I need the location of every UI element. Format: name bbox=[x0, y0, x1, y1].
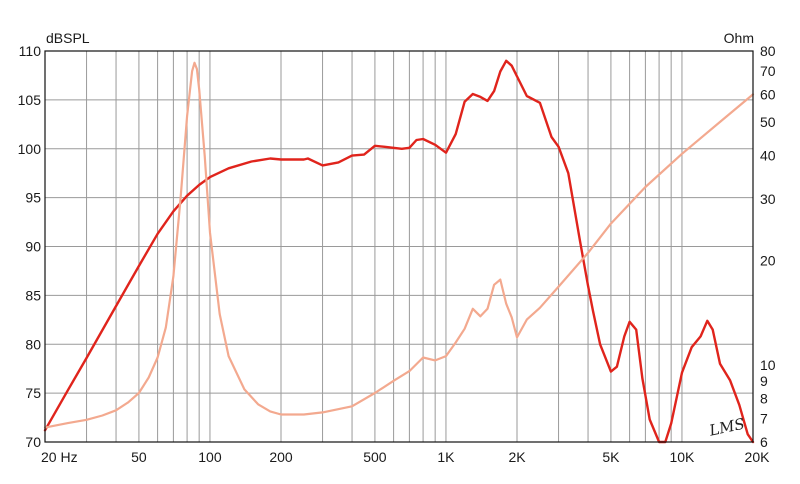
spl-curve bbox=[43, 59, 755, 444]
right-axis-unit: Ohm bbox=[724, 30, 754, 46]
axis-labels: 20 Hz 50 100 200 500 1K 2K 5K 10K 20K 110 105 100 95 9… bbox=[18, 43, 776, 465]
y2-tick-label: 6 bbox=[760, 434, 768, 450]
y-tick-label: 90 bbox=[25, 239, 41, 255]
x-tick-label: 200 bbox=[269, 449, 293, 465]
x-tick-label: 20 Hz bbox=[41, 449, 78, 465]
x-tick-label: 5K bbox=[602, 449, 620, 465]
lms-watermark: LMS bbox=[707, 415, 747, 440]
y2-tick-label: 70 bbox=[760, 63, 776, 79]
y2-tick-label: 60 bbox=[760, 86, 776, 102]
impedance-curve bbox=[43, 61, 755, 429]
x-tick-label: 20K bbox=[745, 449, 771, 465]
x-tick-label: 10K bbox=[669, 449, 695, 465]
y-tick-label: 85 bbox=[25, 287, 41, 303]
x-tick-label: 50 bbox=[131, 449, 147, 465]
y2-tick-label: 50 bbox=[760, 114, 776, 130]
y2-tick-label: 7 bbox=[760, 411, 768, 427]
y-tick-label: 110 bbox=[19, 43, 42, 59]
x-tick-label: 1K bbox=[437, 449, 455, 465]
y-tick-label: 80 bbox=[25, 336, 41, 352]
y2-tick-label: 8 bbox=[760, 391, 768, 407]
x-tick-label: 100 bbox=[198, 449, 222, 465]
plot-frame bbox=[44, 50, 754, 443]
curves bbox=[43, 59, 755, 444]
y2-tick-label: 9 bbox=[760, 373, 768, 389]
left-axis-unit: dBSPL bbox=[46, 30, 90, 46]
y-tick-label: 95 bbox=[25, 190, 41, 206]
y2-tick-label: 20 bbox=[760, 252, 776, 268]
y2-tick-label: 10 bbox=[760, 357, 776, 373]
y2-tick-label: 30 bbox=[760, 191, 776, 207]
x-tick-label: 2K bbox=[508, 449, 526, 465]
y-tick-label: 100 bbox=[18, 141, 42, 157]
x-tick-label: 500 bbox=[363, 449, 387, 465]
y-tick-label: 75 bbox=[25, 385, 41, 401]
y-tick-label: 105 bbox=[18, 92, 42, 108]
y-tick-label: 70 bbox=[25, 434, 41, 450]
y2-tick-label: 80 bbox=[760, 43, 776, 59]
y2-tick-label: 40 bbox=[760, 148, 776, 164]
